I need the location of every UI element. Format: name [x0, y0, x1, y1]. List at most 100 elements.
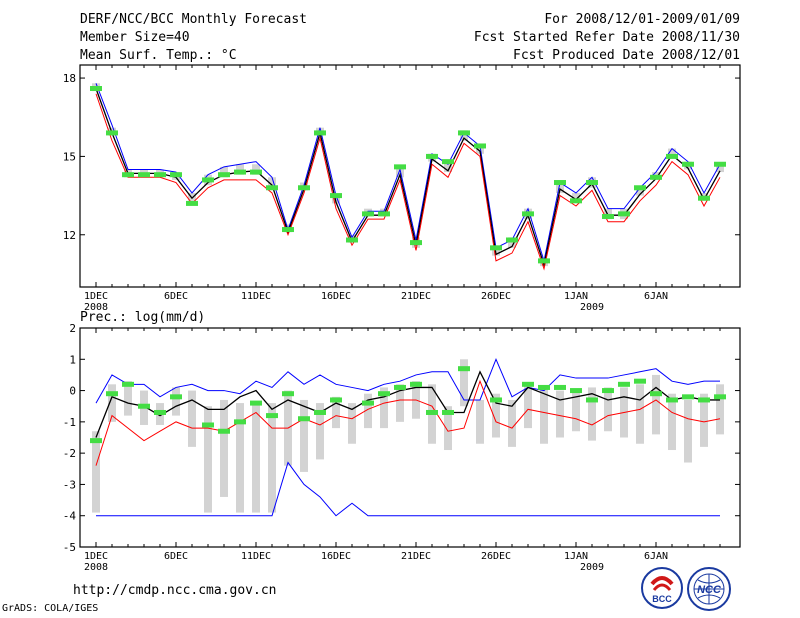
prec-observed-mark	[362, 400, 374, 406]
temp-observed-mark	[682, 161, 694, 167]
temp-observed-mark	[282, 227, 294, 233]
prec-spread-bar	[316, 403, 324, 460]
temp-observed-mark	[138, 172, 150, 178]
prec-observed-mark	[234, 419, 246, 425]
temp-observed-mark	[234, 169, 246, 175]
prec-spread-bar	[476, 399, 484, 444]
prec-observed-mark	[554, 384, 566, 390]
temp-x-tick-label: 16DEC	[321, 291, 351, 302]
temperature-panel: 12 15 18 1DEC 6DEC 11DEC 16DEC 21DEC 26DEC 1JAN 6J…	[63, 64, 741, 313]
prec-y-tick-label: -3	[63, 478, 76, 491]
temp-observed-mark	[250, 169, 262, 175]
prec-observed-mark	[154, 409, 166, 415]
prec-observed-mark	[410, 381, 422, 387]
prec-spread-bar	[236, 403, 244, 513]
prec-y-tick-label: 1	[69, 353, 76, 366]
prec-y-tick-label: -5	[63, 541, 76, 554]
prec-spread-bar	[524, 384, 532, 429]
prec-x-tick-label: 11DEC	[241, 551, 271, 562]
prec-observed-mark	[650, 391, 662, 397]
temp-observed-mark	[714, 161, 726, 167]
prec-observed-mark	[538, 384, 550, 390]
precip-panel-title: Prec.: log(mm/d)	[80, 310, 206, 325]
prec-spread-bar	[684, 399, 692, 463]
prec-observed-mark	[218, 428, 230, 434]
prec-series-mean	[95, 370, 720, 438]
prec-x-tick-label: 21DEC	[401, 551, 431, 562]
prec-observed-mark	[314, 409, 326, 415]
prec-spread-bar	[220, 399, 228, 497]
prec-spread-bar	[92, 431, 100, 513]
temp-x-tick-label: 21DEC	[401, 291, 431, 302]
prec-spread-bar	[348, 403, 356, 444]
prec-observed-mark	[522, 381, 534, 387]
temp-x-tick-label: 26DEC	[481, 291, 511, 302]
prec-spread-bar	[172, 387, 180, 416]
forecast-produced-date: Fcst Produced Date 2008/12/01	[513, 48, 740, 63]
temp-observed-mark	[554, 180, 566, 186]
prec-y-tick-label: -1	[63, 416, 76, 429]
prec-x-tick-label: 26DEC	[481, 551, 511, 562]
prec-observed-mark	[682, 394, 694, 400]
prec-observed-mark	[170, 394, 182, 400]
temp-observed-mark	[538, 258, 550, 264]
prec-spread-bar	[700, 393, 708, 447]
prec-frame	[79, 327, 741, 548]
temp-x-tick-label: 6DEC	[164, 291, 188, 302]
temp-observed-mark	[122, 172, 134, 178]
temp-observed-mark	[346, 237, 358, 243]
temp-series-min	[95, 93, 721, 271]
variable-label: Mean Surf. Temp.: °C	[80, 48, 237, 63]
prec-observed-mark	[202, 422, 214, 428]
prec-spread-bar	[556, 390, 564, 438]
temp-observed-mark	[90, 86, 102, 92]
temp-spread-bar	[668, 148, 676, 157]
temp-spread-bar	[572, 192, 580, 201]
prec-spread-bar	[604, 387, 612, 432]
bcc-logo: BCC	[641, 567, 683, 609]
source-url: http://cmdp.ncc.cma.gov.cn	[73, 583, 277, 598]
prec-x-tick-label: 1DEC	[84, 551, 108, 562]
temp-spread-bar	[636, 187, 644, 196]
prec-x-tick-label: 6DEC	[164, 551, 188, 562]
temp-spread-bar	[236, 164, 244, 175]
prec-spread-bar	[396, 384, 404, 422]
temp-observed-mark	[266, 185, 278, 191]
temp-spread-bar	[252, 164, 260, 175]
temp-observed-mark	[330, 193, 342, 199]
temp-observed-mark	[378, 211, 390, 217]
grads-credit: GrADS: COLA/IGES	[2, 603, 99, 614]
chart-title: DERF/NCC/BCC Monthly Forecast	[80, 12, 307, 27]
prec-series-min	[95, 379, 721, 466]
temp-observed-mark	[650, 174, 662, 180]
prec-y-tick-label: 2	[69, 322, 76, 335]
temp-spread-bar	[444, 161, 452, 173]
prec-spread-bar	[124, 381, 132, 416]
temp-spread-bar	[716, 164, 724, 173]
prec-spread-bar	[652, 374, 660, 435]
prec-observed-mark	[298, 416, 310, 422]
temp-spread-bar	[220, 166, 228, 178]
prec-spread-bar	[380, 387, 388, 429]
prec-observed-mark	[634, 378, 646, 384]
temp-observed-mark	[474, 143, 486, 149]
temp-series-mean	[95, 88, 721, 268]
prec-spread-bar	[636, 384, 644, 444]
temp-x-tick-label: 1JAN	[564, 291, 588, 302]
temp-frame	[79, 64, 741, 288]
prec-spread-bar	[364, 393, 372, 429]
temp-observed-mark	[106, 130, 118, 136]
prec-observed-mark	[378, 391, 390, 397]
prec-observed-mark	[282, 391, 294, 397]
temp-x-year-label: 2008	[84, 302, 108, 313]
temp-observed-mark	[506, 237, 518, 243]
prec-observed-mark	[138, 403, 150, 409]
temp-observed-mark	[314, 130, 326, 136]
prec-spread-bar	[668, 393, 676, 451]
prec-spread-bar	[444, 406, 452, 451]
prec-x-year-label: 2008	[84, 562, 108, 573]
temp-observed-mark	[490, 245, 502, 251]
temp-observed-mark	[522, 211, 534, 217]
prec-spread-bar	[588, 387, 596, 441]
